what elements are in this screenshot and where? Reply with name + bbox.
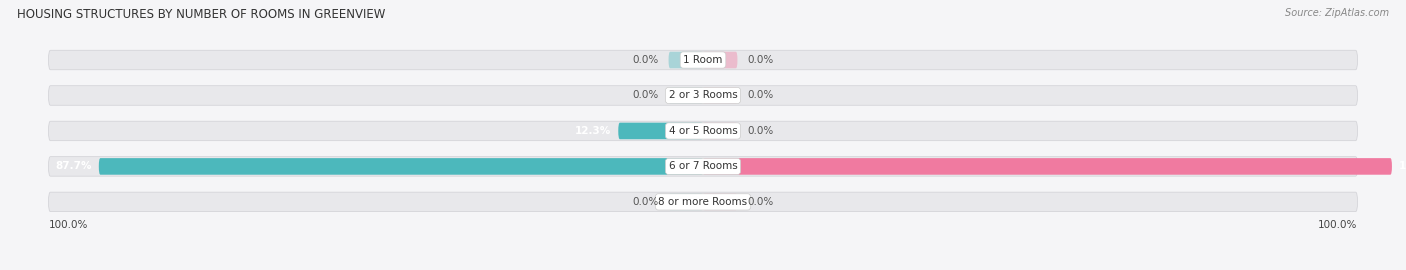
FancyBboxPatch shape xyxy=(98,158,703,175)
Text: 100.0%: 100.0% xyxy=(1317,220,1358,230)
FancyBboxPatch shape xyxy=(669,52,703,68)
Text: Source: ZipAtlas.com: Source: ZipAtlas.com xyxy=(1285,8,1389,18)
Text: HOUSING STRUCTURES BY NUMBER OF ROOMS IN GREENVIEW: HOUSING STRUCTURES BY NUMBER OF ROOMS IN… xyxy=(17,8,385,21)
FancyBboxPatch shape xyxy=(48,86,1358,105)
Text: 100.0%: 100.0% xyxy=(48,220,89,230)
FancyBboxPatch shape xyxy=(669,87,703,104)
Text: 100.0%: 100.0% xyxy=(1399,161,1406,171)
Text: 8 or more Rooms: 8 or more Rooms xyxy=(658,197,748,207)
Text: 0.0%: 0.0% xyxy=(631,197,658,207)
Text: 0.0%: 0.0% xyxy=(631,55,658,65)
Text: 12.3%: 12.3% xyxy=(575,126,612,136)
FancyBboxPatch shape xyxy=(703,158,1392,175)
FancyBboxPatch shape xyxy=(48,157,1358,176)
Text: 0.0%: 0.0% xyxy=(748,197,775,207)
FancyBboxPatch shape xyxy=(703,123,738,139)
FancyBboxPatch shape xyxy=(669,194,703,210)
FancyBboxPatch shape xyxy=(703,194,738,210)
Text: 0.0%: 0.0% xyxy=(631,90,658,100)
Text: 0.0%: 0.0% xyxy=(748,126,775,136)
FancyBboxPatch shape xyxy=(703,87,738,104)
FancyBboxPatch shape xyxy=(703,52,738,68)
Text: 6 or 7 Rooms: 6 or 7 Rooms xyxy=(669,161,737,171)
Text: 0.0%: 0.0% xyxy=(748,55,775,65)
FancyBboxPatch shape xyxy=(48,50,1358,70)
FancyBboxPatch shape xyxy=(48,121,1358,141)
Text: 2 or 3 Rooms: 2 or 3 Rooms xyxy=(669,90,737,100)
Text: 87.7%: 87.7% xyxy=(55,161,91,171)
FancyBboxPatch shape xyxy=(619,123,703,139)
Text: 4 or 5 Rooms: 4 or 5 Rooms xyxy=(669,126,737,136)
Text: 1 Room: 1 Room xyxy=(683,55,723,65)
FancyBboxPatch shape xyxy=(48,192,1358,212)
Text: 0.0%: 0.0% xyxy=(748,90,775,100)
